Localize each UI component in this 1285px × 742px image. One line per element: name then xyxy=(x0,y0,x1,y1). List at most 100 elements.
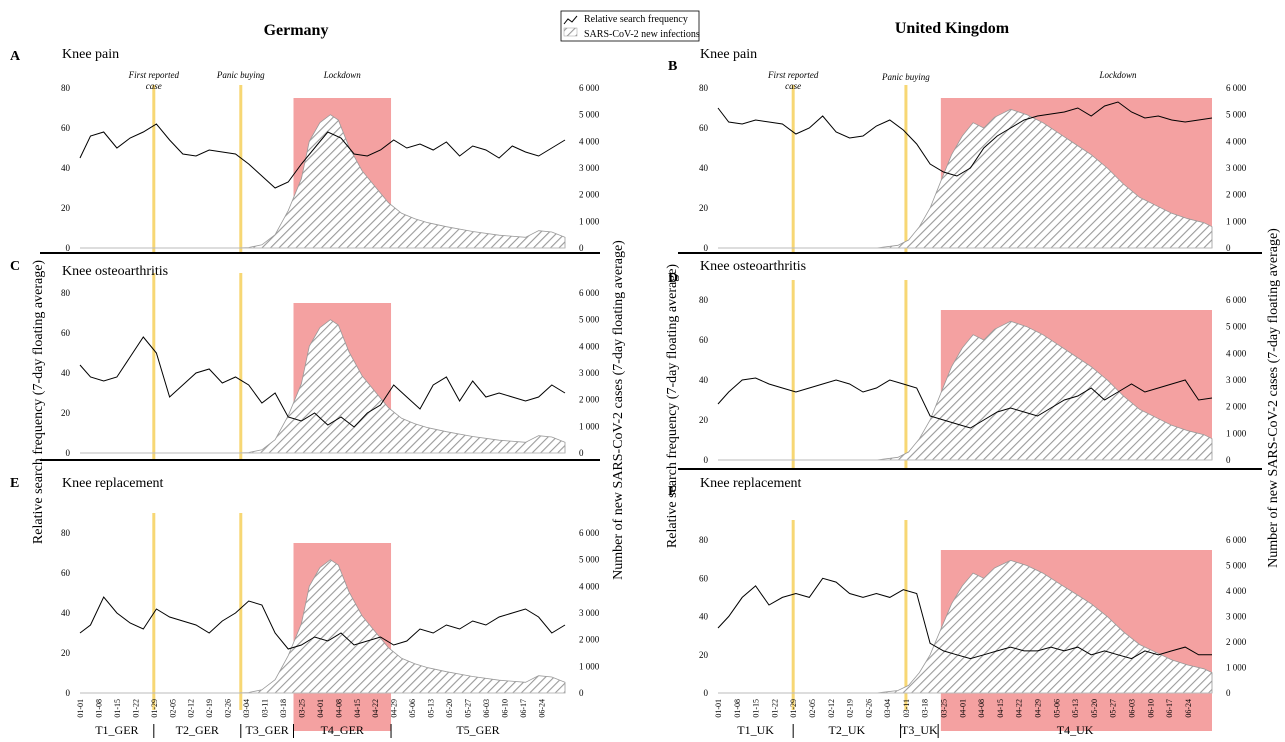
x-tick-label: 02-12 xyxy=(827,699,836,718)
y-tick-left: 0 xyxy=(66,243,71,253)
y-tick-right: 6 000 xyxy=(1226,535,1247,545)
y-tick-right: 0 xyxy=(1226,243,1231,253)
y-tick-left: 80 xyxy=(699,535,709,545)
cases-area xyxy=(718,559,1213,694)
search-line xyxy=(717,101,1213,177)
x-tick-label: 04-15 xyxy=(353,699,362,718)
y-tick-right: 2 000 xyxy=(1226,190,1247,200)
y-tick-left: 80 xyxy=(699,295,709,305)
panel-letter: A xyxy=(10,49,21,64)
y-tick-right: 2 000 xyxy=(1226,637,1247,647)
cases-area xyxy=(80,559,566,694)
x-tick-label: 04-08 xyxy=(977,699,986,718)
panel-title: Knee pain xyxy=(62,47,119,62)
x-tick-label: 03-04 xyxy=(883,699,892,718)
panel-C: 0 20 40 60 80 0 1 000 2 000 3 000 4 000 5 000 6 000… xyxy=(10,259,600,461)
annotation-panic-buying: Panic buying xyxy=(881,72,930,82)
y-axis-right-title: Number of new SARS-CoV-2 cases (7-day fl… xyxy=(1266,228,1281,568)
x-tick-label: 05-20 xyxy=(1090,699,1099,718)
period-label: T2_UK xyxy=(829,723,866,737)
cases-area xyxy=(80,319,566,454)
y-tick-left: 60 xyxy=(699,573,709,583)
search-line xyxy=(79,123,566,189)
x-tick-label: 04-08 xyxy=(334,699,343,718)
left-title: Germany xyxy=(264,22,329,39)
legend-area-label: SARS-CoV-2 new infections xyxy=(584,29,700,40)
period-label: T4_UK xyxy=(1057,723,1094,737)
period-label: T1_GER xyxy=(95,723,138,737)
search-line xyxy=(79,336,566,428)
annotation-lockdown: Lockdown xyxy=(323,70,361,80)
x-tick-label: 02-05 xyxy=(808,699,817,718)
y-tick-left: 0 xyxy=(704,243,709,253)
x-tick-label: 01-08 xyxy=(94,699,103,718)
right-title: United Kingdom xyxy=(895,20,1010,37)
y-tick-left: 0 xyxy=(66,448,71,458)
y-tick-right: 1 000 xyxy=(1226,216,1247,226)
y-tick-right: 2 000 xyxy=(579,635,600,645)
panel-A: 0 20 40 60 80 0 1 000 2 000 3 000 4 000 5 000 6 000… xyxy=(10,47,600,254)
x-tick-label: 05-27 xyxy=(463,699,472,718)
panels: 0 20 40 60 80 0 1 000 2 000 3 000 4 000 5 000 6 000… xyxy=(10,47,1262,738)
panel-E: 0 20 40 60 80 0 1 000 2 000 3 000 4 000 5 000 6 000… xyxy=(10,476,600,738)
x-tick-label: 04-29 xyxy=(1033,699,1042,718)
y-tick-right: 3 000 xyxy=(579,163,600,173)
y-tick-right: 1 000 xyxy=(1226,428,1247,438)
legend-line-label: Relative search frequency xyxy=(584,14,688,25)
y-tick-right: 5 000 xyxy=(1226,110,1247,120)
y-tick-right: 1 000 xyxy=(579,421,600,431)
y-tick-left: 20 xyxy=(61,408,71,418)
y-tick-right: 4 000 xyxy=(1226,586,1247,596)
x-tick-label: 03-18 xyxy=(279,699,288,718)
x-tick-label: 03-18 xyxy=(921,699,930,718)
panel-letter: C xyxy=(10,259,20,274)
y-tick-right: 6 000 xyxy=(1226,295,1247,305)
panel-letter: E xyxy=(10,476,19,491)
y-tick-right: 0 xyxy=(1226,455,1231,465)
y-tick-right: 4 000 xyxy=(579,341,600,351)
x-tick-label: 04-22 xyxy=(1015,699,1024,718)
x-tick-label: 01-15 xyxy=(752,699,761,718)
x-tick-label: 01-01 xyxy=(714,699,723,718)
y-tick-left: 0 xyxy=(66,688,71,698)
y-tick-right: 0 xyxy=(579,688,584,698)
panel-title: Knee pain xyxy=(700,47,757,62)
x-tick-label: 06-17 xyxy=(519,699,528,718)
x-tick-label: 03-04 xyxy=(242,699,251,718)
y-tick-left: 40 xyxy=(61,608,71,618)
y-tick-left: 40 xyxy=(61,368,71,378)
panel-letter: D xyxy=(668,271,678,286)
x-tick-label: 01-22 xyxy=(131,699,140,718)
y-tick-right: 2 000 xyxy=(579,190,600,200)
x-tick-label: 02-05 xyxy=(168,699,177,718)
y-tick-left: 60 xyxy=(699,335,709,345)
y-tick-right: 3 000 xyxy=(1226,375,1247,385)
y-tick-left: 40 xyxy=(699,375,709,385)
y-tick-right: 6 000 xyxy=(579,528,600,538)
legend-line-swatch xyxy=(563,15,578,25)
panel-title: Knee replacement xyxy=(62,476,164,491)
y-tick-left: 20 xyxy=(699,650,709,660)
y-tick-left: 20 xyxy=(61,203,71,213)
period-label: T1_UK xyxy=(737,723,774,737)
x-tick-label: 06-10 xyxy=(500,699,509,718)
search-line xyxy=(79,596,566,650)
annotation-panic-buying: Panic buying xyxy=(216,70,265,80)
y-tick-left: 0 xyxy=(704,688,709,698)
x-tick-label: 03-25 xyxy=(940,699,949,718)
x-tick-label: 05-06 xyxy=(1052,699,1061,718)
y-tick-right: 6 000 xyxy=(1226,83,1247,93)
y-tick-right: 1 000 xyxy=(1226,663,1247,673)
legend-area-swatch xyxy=(563,27,578,37)
x-tick-label: 06-24 xyxy=(1184,699,1193,718)
x-tick-label: 06-24 xyxy=(537,699,546,718)
y-axis-left-title: Relative search frequency (7-day floatin… xyxy=(31,260,46,544)
panel-title: Knee osteoarthritis xyxy=(62,264,168,279)
x-tick-label: 04-15 xyxy=(996,699,1005,718)
y-tick-left: 40 xyxy=(61,163,71,173)
y-tick-right: 3 000 xyxy=(579,608,600,618)
y-tick-right: 6 000 xyxy=(579,288,600,298)
x-tick-label: 05-27 xyxy=(1109,699,1118,718)
panel-title: Knee replacement xyxy=(700,476,802,491)
y-tick-right: 4 000 xyxy=(579,136,600,146)
